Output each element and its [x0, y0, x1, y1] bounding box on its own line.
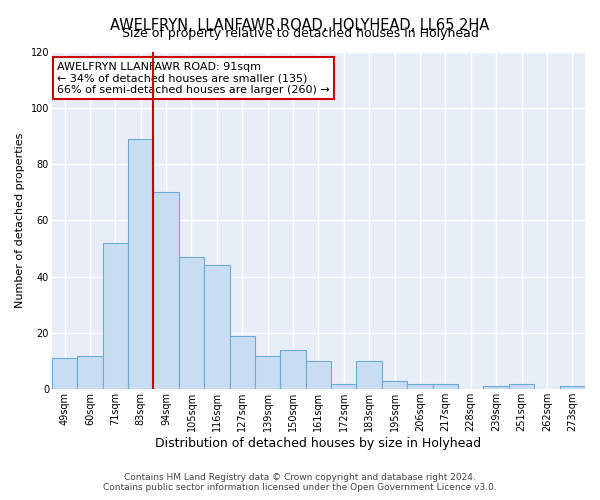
Bar — [103, 243, 128, 390]
Text: Size of property relative to detached houses in Holyhead: Size of property relative to detached ho… — [122, 28, 478, 40]
Bar — [128, 139, 154, 390]
Bar — [484, 386, 509, 390]
X-axis label: Distribution of detached houses by size in Holyhead: Distribution of detached houses by size … — [155, 437, 481, 450]
Bar — [407, 384, 433, 390]
Bar — [77, 356, 103, 390]
Y-axis label: Number of detached properties: Number of detached properties — [15, 132, 25, 308]
Bar — [230, 336, 255, 390]
Bar — [280, 350, 306, 390]
Bar — [509, 384, 534, 390]
Bar — [154, 192, 179, 390]
Text: AWELFRYN LLANFAWR ROAD: 91sqm
← 34% of detached houses are smaller (135)
66% of : AWELFRYN LLANFAWR ROAD: 91sqm ← 34% of d… — [57, 62, 330, 95]
Bar — [204, 266, 230, 390]
Bar — [179, 257, 204, 390]
Bar — [52, 358, 77, 390]
Text: Contains HM Land Registry data © Crown copyright and database right 2024.
Contai: Contains HM Land Registry data © Crown c… — [103, 473, 497, 492]
Bar — [331, 384, 356, 390]
Bar — [356, 361, 382, 390]
Bar — [382, 381, 407, 390]
Bar — [560, 386, 585, 390]
Bar — [433, 384, 458, 390]
Bar — [255, 356, 280, 390]
Bar — [306, 361, 331, 390]
Text: AWELFRYN, LLANFAWR ROAD, HOLYHEAD, LL65 2HA: AWELFRYN, LLANFAWR ROAD, HOLYHEAD, LL65 … — [110, 18, 490, 32]
